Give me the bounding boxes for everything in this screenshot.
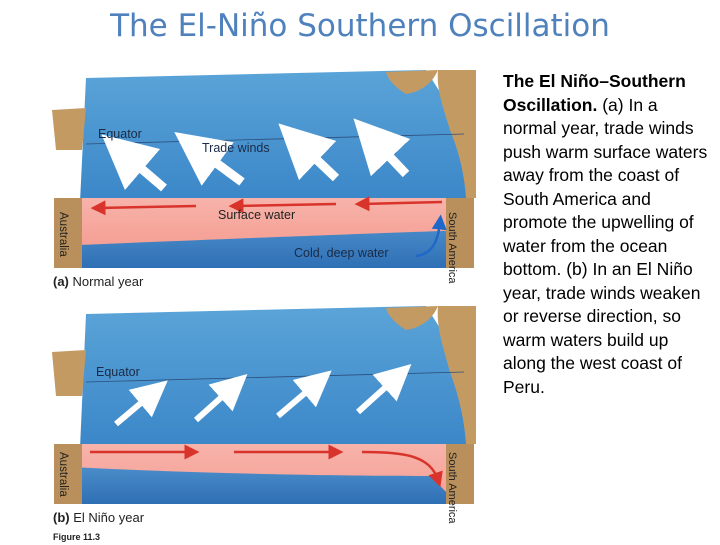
panel-a-label: (a) Normal year (53, 274, 143, 289)
australia-label-a: Australia (57, 212, 69, 257)
figure-number: Figure 11.3 (53, 532, 101, 542)
surface-water-arrow (228, 198, 337, 214)
equator-label-b: Equator (96, 365, 140, 379)
surface-water-label: Surface water (218, 208, 295, 222)
cold-deep-water-label: Cold, deep water (294, 246, 389, 260)
south-america-label-b: South America (446, 452, 458, 524)
caption-body: (a) In a normal year, trade winds push w… (503, 94, 708, 397)
equator-label-a: Equator (98, 127, 142, 141)
panel-b-label: (b) El Niño year (53, 510, 144, 525)
panel-a-letter: (a) (53, 274, 69, 289)
caption-text: The El Niño–Southern Oscillation. (a) In… (503, 70, 713, 399)
trade-wind-arrow (278, 123, 340, 182)
australia-side-a (54, 198, 82, 268)
panel-b-el-nino-year: Equator Australia South America (52, 306, 476, 524)
trade-wind-arrow (101, 134, 167, 192)
weak-trade-wind-arrow (193, 373, 248, 423)
central-america-land-b (386, 306, 438, 330)
australia-land-b (52, 350, 86, 396)
page-title: The El-Niño Southern Oscillation (110, 8, 610, 44)
warm-layer-b (54, 444, 474, 502)
surface-water-arrow (90, 200, 197, 216)
trade-wind-arrow (174, 131, 245, 186)
trade-wind-arrow (353, 118, 411, 178)
panel-b-letter: (b) (53, 510, 70, 525)
weak-trade-wind-arrow (276, 370, 332, 419)
caption-lead: The El Niño–Southern Oscillation. (503, 71, 686, 115)
australia-label-b: Australia (57, 452, 69, 497)
weak-trade-wind-arrow (114, 380, 168, 427)
panel-b-title: El Niño year (73, 510, 145, 525)
australia-side-b (54, 444, 82, 504)
upwelling-arrow (415, 214, 447, 258)
central-america-land-a (386, 70, 438, 94)
surface-water-arrow (354, 196, 443, 212)
australia-land-a (52, 108, 86, 150)
trade-winds-label: Trade winds (202, 141, 270, 155)
surface-water-arrow-downwelling (361, 450, 443, 488)
enso-figure: Equator Trade winds Surface water Cold, … (46, 70, 478, 545)
weak-trade-wind-arrow (355, 363, 412, 415)
south-america-land-b (437, 306, 476, 444)
enso-diagram: Equator Trade winds Surface water Cold, … (52, 70, 476, 524)
south-america-side-a (446, 198, 474, 268)
panel-a-normal-year: Equator Trade winds Surface water Cold, … (52, 70, 476, 284)
panel-a-title: Normal year (72, 274, 144, 289)
south-america-label-a: South America (446, 212, 458, 284)
south-america-side-b (446, 444, 474, 504)
